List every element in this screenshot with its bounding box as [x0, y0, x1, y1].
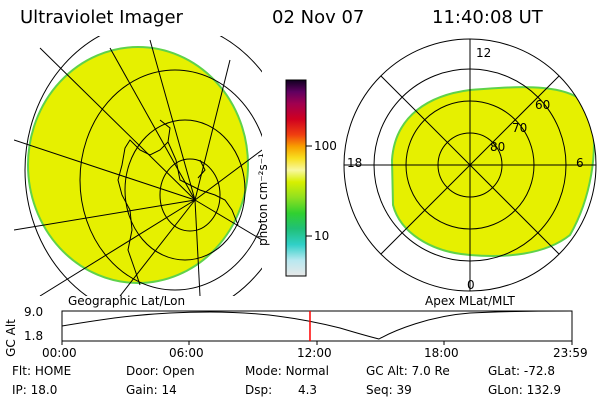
status-dsp: Dsp: 4.3	[245, 383, 318, 397]
colorbar-tick-label: 10	[314, 229, 330, 243]
mlat-label-70: 70	[512, 121, 528, 135]
geographic-panel-label: Geographic Lat/Lon	[68, 294, 186, 308]
mlt-label-0: 0	[467, 278, 475, 292]
alt-tick-label: 9.0	[24, 305, 44, 319]
observation-time: 11:40:08 UT	[432, 7, 543, 28]
mlat-label-60: 60	[535, 98, 551, 112]
mlt-label-6: 6	[576, 156, 584, 170]
lat-lon-grid	[14, 36, 262, 296]
time-tick-label: 18:00	[424, 346, 459, 360]
emission-disk	[27, 46, 249, 284]
status-gc-alt: GC Alt: 7.0 Re	[366, 364, 450, 378]
instrument-title: Ultraviolet Imager	[20, 7, 183, 28]
alt-tick-label: 1.8	[24, 329, 44, 343]
status-door: Door: Open	[126, 364, 195, 378]
status-glon: GLon: 132.9	[488, 383, 561, 397]
status-mode: Mode: Normal	[245, 364, 329, 378]
status-flt: Flt: HOME	[12, 364, 72, 378]
polar-panel-label: Apex MLat/MLT	[425, 294, 515, 308]
geographic-image-panel	[14, 36, 262, 296]
mlat-label-80: 80	[490, 140, 506, 154]
colorbar-unit-label: photon cm⁻²s⁻¹	[256, 153, 270, 246]
mlat-mlt-grid	[343, 38, 597, 292]
altitude-curve	[61, 310, 573, 340]
mlt-label-12: 12	[476, 46, 492, 60]
time-tick-label: 06:00	[169, 346, 204, 360]
status-gain: Gain: 14	[126, 383, 177, 397]
status-seq: Seq: 39	[366, 383, 412, 397]
emission-oval	[390, 86, 595, 257]
altitude-strip	[61, 310, 573, 345]
time-tick-label: 12:00	[297, 346, 332, 360]
coastline	[117, 119, 239, 286]
time-tick-label: 00:00	[42, 346, 77, 360]
status-glat: GLat: -72.8	[488, 364, 555, 378]
status-ip: IP: 18.0	[12, 383, 58, 397]
mlt-label-18: 18	[347, 156, 363, 170]
polar-image-panel	[343, 38, 597, 292]
time-tick-label: 23:59	[553, 346, 588, 360]
observation-date: 02 Nov 07	[272, 7, 365, 28]
colorbar-tick-label: 100	[314, 139, 337, 153]
colorbar	[285, 79, 307, 277]
